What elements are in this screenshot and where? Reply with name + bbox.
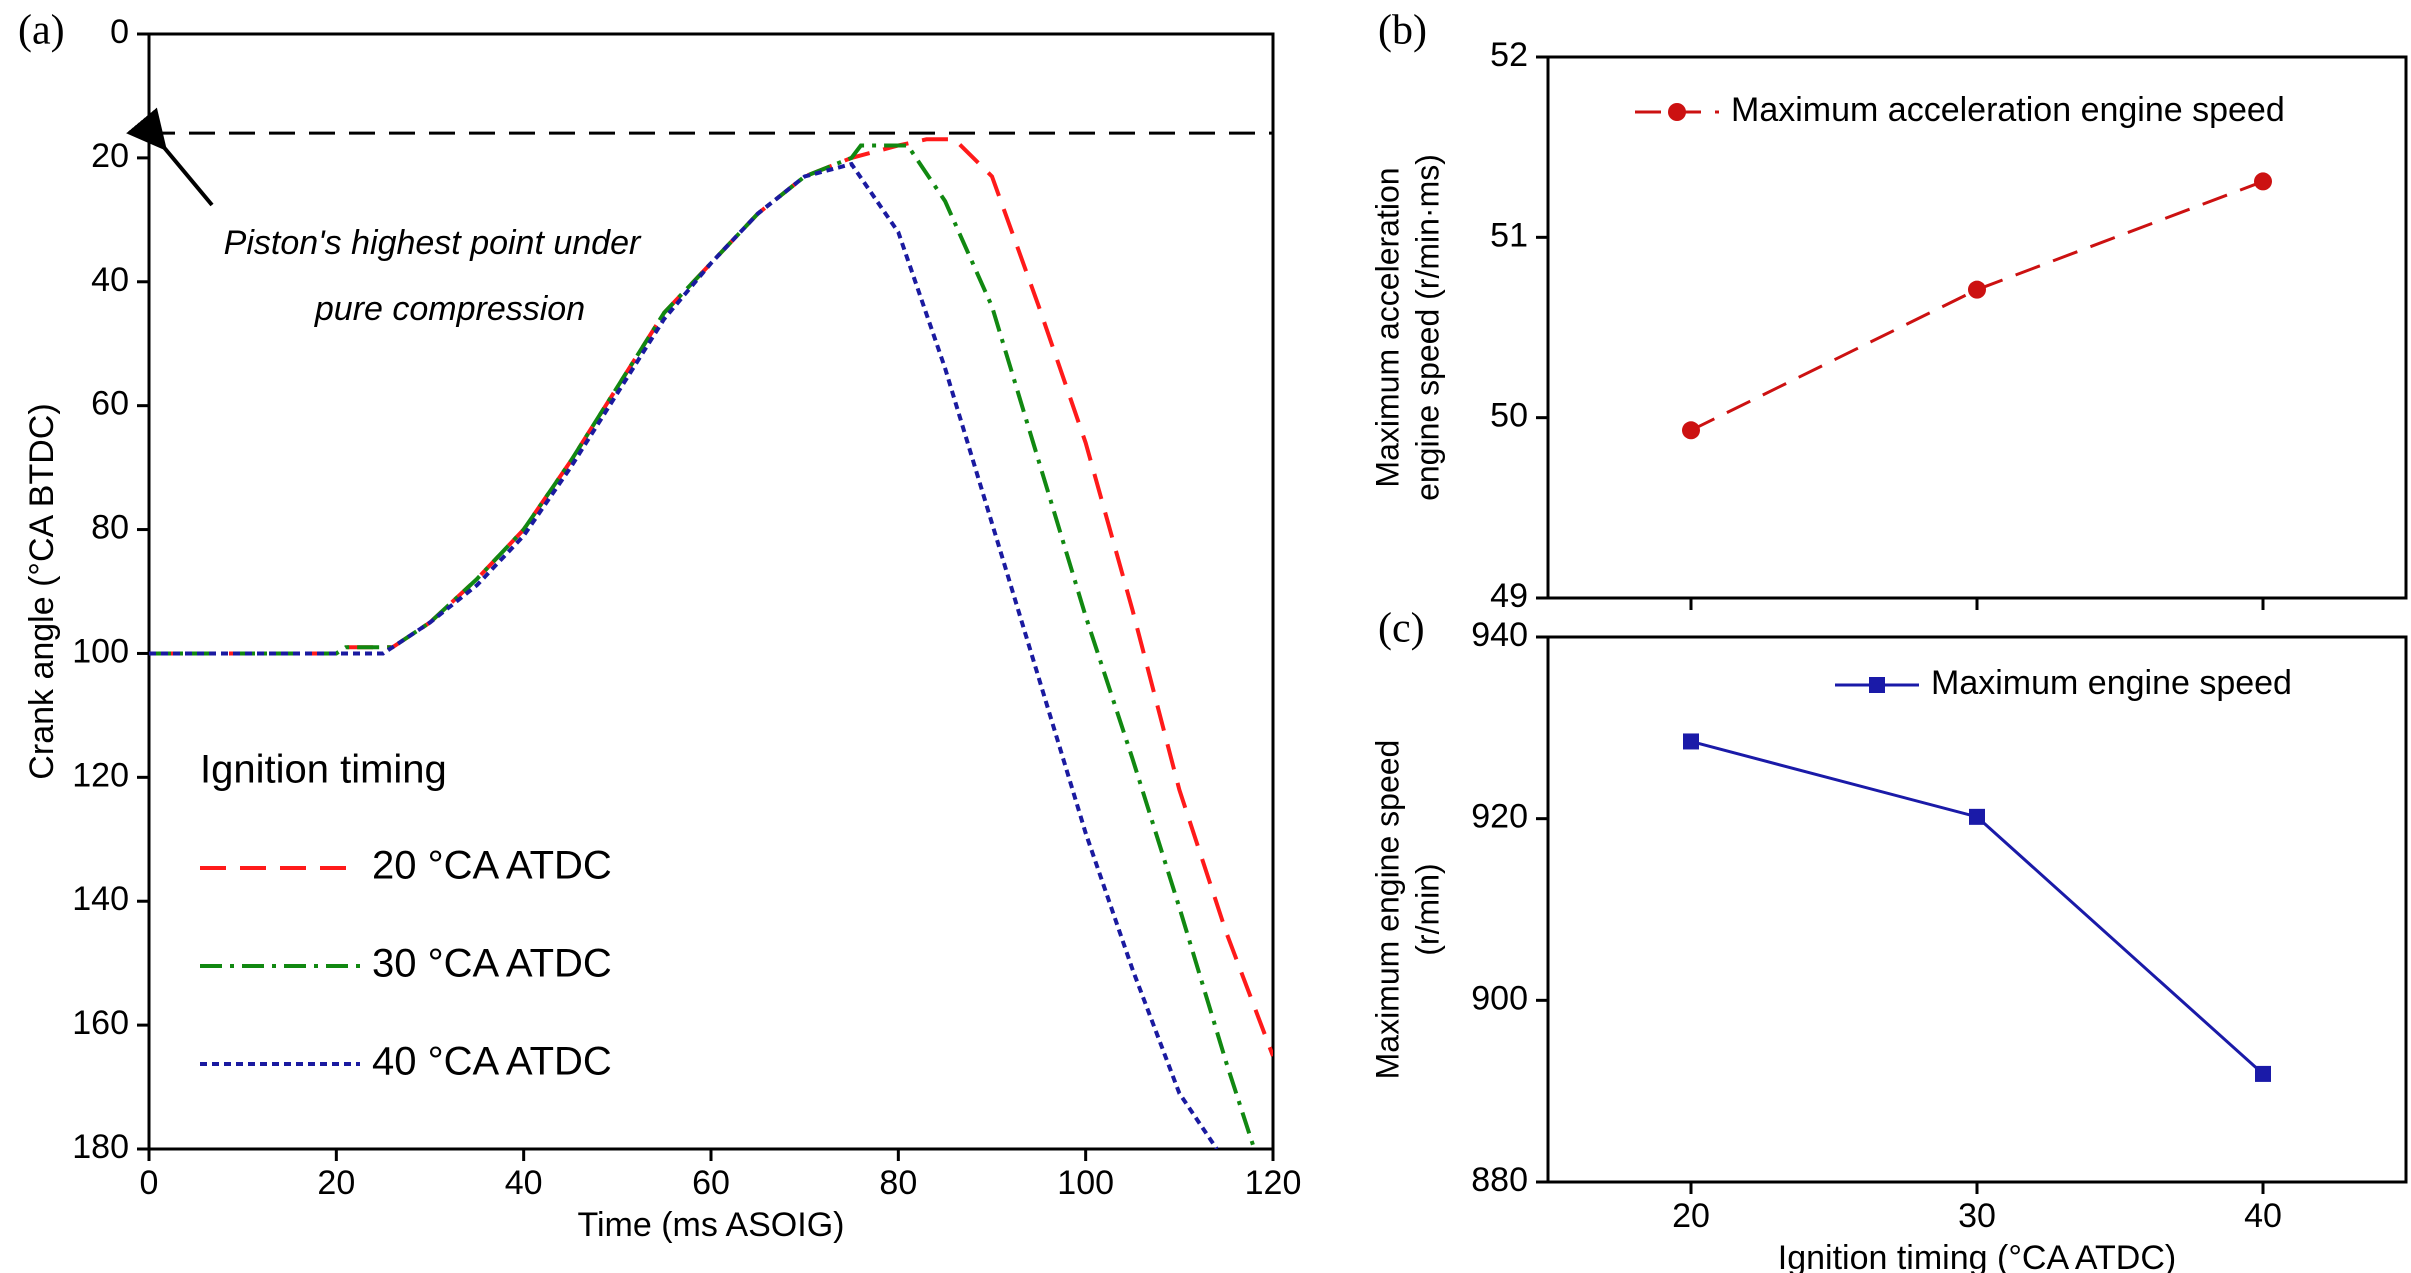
x-tick-label: 80 — [879, 1164, 917, 1202]
plot-frame — [1546, 55, 2408, 600]
series-group — [1690, 180, 2264, 432]
y-tick-label: 20 — [91, 137, 129, 175]
legend-label: 40 °CA ATDC — [372, 1040, 612, 1084]
series-line — [1690, 180, 2264, 432]
x-tick-label: 40 — [2244, 1197, 2282, 1235]
legend-label: Maximum engine speed — [1931, 664, 2292, 702]
legend-label: Maximum acceleration engine speed — [1731, 91, 2285, 129]
y-tick-label: 900 — [1471, 979, 1528, 1017]
series-group — [1690, 740, 2265, 1076]
y-tick-label: 140 — [72, 880, 129, 918]
series-line — [1690, 740, 2265, 1076]
y-tick-label: 940 — [1471, 616, 1528, 654]
data-point — [2255, 1065, 2271, 1082]
x-axis-label: Time (ms ASOIG) — [578, 1206, 845, 1244]
series-group — [149, 137, 1273, 1149]
x-tick-label: 20 — [317, 1164, 355, 1202]
x-tick-label: 40 — [505, 1164, 543, 1202]
series-line — [149, 137, 1273, 1057]
y-tick-label: 80 — [91, 509, 129, 547]
legend-marker — [1869, 677, 1885, 693]
y-tick-label: 60 — [91, 385, 129, 423]
y-tick-label: 100 — [72, 632, 129, 670]
plot-frame — [147, 32, 1275, 1151]
data-point — [1683, 733, 1699, 750]
y-tick-label: 52 — [1490, 36, 1528, 74]
y-axis-label: (r/min) — [1409, 863, 1445, 955]
data-point — [1968, 280, 1986, 299]
y-tick-label: 40 — [91, 261, 129, 299]
legend-label: 30 °CA ATDC — [372, 942, 612, 986]
legend-label: 20 °CA ATDC — [372, 844, 612, 888]
y-axis-label: engine speed (r/min·ms) — [1409, 154, 1445, 501]
annotation: pure compression — [314, 290, 585, 328]
y-tick-label: 50 — [1490, 397, 1528, 435]
y-tick-label: 49 — [1490, 577, 1528, 615]
annotation-arrow — [126, 107, 214, 207]
panel-label: (b) — [1378, 8, 1427, 54]
x-tick-label: 100 — [1057, 1164, 1114, 1202]
x-tick-label: 30 — [1958, 1197, 1996, 1235]
y-tick-label: 0 — [110, 13, 129, 51]
y-axis-label: Crank angle (°CA BTDC) — [23, 403, 61, 779]
x-tick-label: 0 — [140, 1164, 159, 1202]
data-point — [1682, 421, 1700, 440]
y-axis-label: Maximum acceleration — [1369, 167, 1405, 487]
y-tick-label: 160 — [72, 1004, 129, 1042]
plot-frame — [1546, 635, 2408, 1184]
panel-label: (c) — [1378, 606, 1425, 652]
y-tick-label: 920 — [1471, 798, 1528, 836]
y-tick-label: 120 — [72, 756, 129, 794]
x-tick-label: 20 — [1672, 1197, 1710, 1235]
y-axis-label: Maximum engine speed — [1369, 740, 1405, 1080]
data-point — [2254, 172, 2272, 191]
y-tick-label: 51 — [1490, 216, 1528, 254]
panel-label: (a) — [18, 8, 65, 54]
series-line — [149, 161, 1219, 1149]
annotation: Piston's highest point under — [224, 224, 642, 262]
legend-marker — [1668, 103, 1686, 121]
data-point — [1969, 808, 1985, 825]
legend-title: Ignition timing — [200, 748, 447, 792]
x-tick-label: 120 — [1245, 1164, 1302, 1202]
x-tick-label: 60 — [692, 1164, 730, 1202]
x-axis-label: Ignition timing (°CA ATDC) — [1778, 1239, 2176, 1273]
y-tick-label: 880 — [1471, 1161, 1528, 1199]
y-tick-label: 180 — [72, 1128, 129, 1166]
